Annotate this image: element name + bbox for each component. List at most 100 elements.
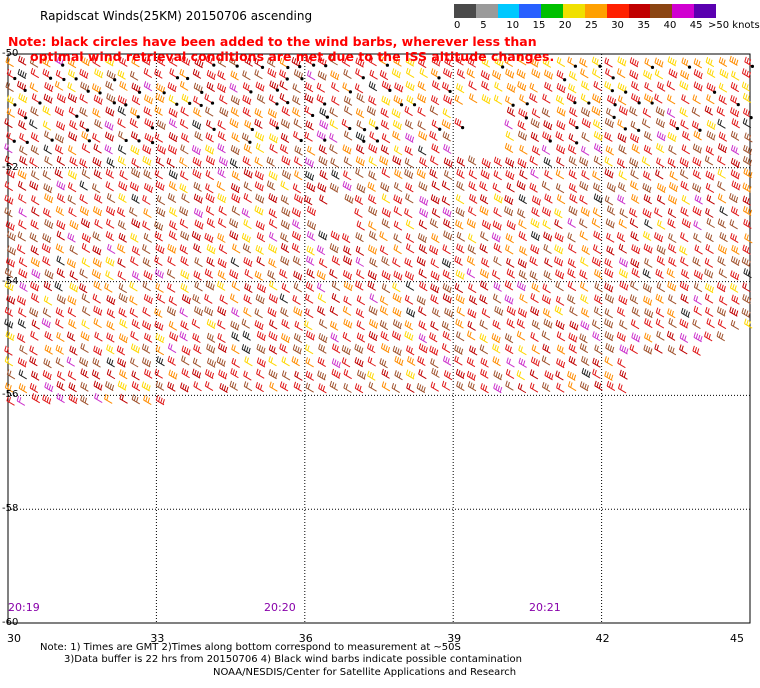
wind-barb (43, 308, 51, 318)
wind-barb (192, 369, 200, 379)
wind-barb (592, 218, 600, 228)
wind-barb (382, 256, 390, 266)
wind-barb (468, 233, 476, 243)
wind-barb (482, 258, 490, 268)
wind-barb (218, 320, 226, 330)
legend-swatch (563, 4, 585, 18)
wind-barb (169, 108, 177, 118)
wind-barb (393, 120, 401, 130)
wind-barbs (5, 56, 754, 406)
wind-barb (682, 218, 690, 228)
wind-barb (644, 296, 652, 306)
wind-barb (205, 233, 213, 243)
wind-barb (119, 181, 127, 191)
wind-barb (318, 371, 326, 381)
wind-barb (82, 306, 90, 316)
wind-barb (107, 295, 115, 305)
wind-barb (456, 207, 464, 217)
wind-barb (369, 96, 377, 106)
wind-barb (569, 133, 578, 144)
wind-barb (5, 195, 13, 205)
wind-barb (444, 158, 452, 168)
wind-barb (45, 269, 53, 279)
wind-barb (545, 194, 553, 204)
wind-barb (105, 132, 113, 142)
wind-barb (694, 58, 702, 68)
wind-barb (307, 182, 315, 192)
wind-barb (92, 83, 101, 94)
wind-barb (555, 208, 563, 218)
wind-barb (719, 57, 727, 66)
wind-barb (420, 196, 428, 206)
legend-label: 0 (454, 20, 460, 31)
wind-barb (368, 281, 376, 291)
wind-barb (230, 83, 238, 93)
wind-barb (180, 119, 188, 129)
wind-barb (443, 283, 451, 293)
wind-barb (319, 145, 327, 155)
wind-barb (406, 68, 414, 78)
wind-barb (706, 171, 714, 181)
wind-barb (307, 146, 315, 156)
wind-barb (480, 269, 488, 279)
wind-barb (405, 146, 413, 156)
wind-barb (118, 381, 126, 391)
wind-barb (132, 271, 140, 281)
wind-barb (568, 233, 576, 243)
wind-barb (507, 306, 515, 316)
latitude-label: -50 (2, 48, 18, 59)
wind-barb (30, 307, 38, 317)
wind-barb (295, 321, 303, 331)
wind-barb (318, 293, 326, 303)
wind-barb (618, 182, 626, 192)
wind-barb (80, 357, 88, 367)
wind-barb (568, 218, 576, 228)
wind-barb (17, 244, 25, 254)
wind-barb (407, 356, 415, 366)
wind-barb (631, 258, 639, 268)
wind-barb (480, 344, 488, 354)
wind-barb (681, 120, 689, 130)
wind-barb (257, 232, 265, 242)
wind-barb (131, 233, 139, 243)
wind-barb (332, 293, 340, 303)
wind-barb (607, 206, 615, 216)
wind-barb (156, 181, 164, 191)
wind-barb (380, 245, 388, 255)
wind-barb (618, 195, 626, 205)
wind-barb (555, 306, 563, 316)
wind-barb (619, 106, 627, 116)
wind-barb (617, 307, 625, 317)
wind-barb (520, 294, 528, 304)
wind-barb (369, 156, 377, 166)
wind-barb (456, 319, 464, 329)
wind-barb (230, 218, 238, 228)
wind-barb (69, 207, 77, 217)
wind-barb (143, 307, 151, 317)
wind-barb (355, 383, 363, 393)
wind-barb (344, 157, 352, 167)
wind-barb (682, 94, 690, 104)
wind-barb (106, 231, 114, 241)
wind-barb (56, 206, 64, 216)
wind-barb (481, 383, 489, 393)
wind-barb (742, 308, 750, 318)
wind-barb (568, 57, 577, 68)
wind-barb (442, 196, 450, 206)
wind-barb (630, 344, 638, 354)
wind-barb (556, 371, 564, 381)
wind-barb (18, 358, 26, 368)
wind-barb (644, 244, 652, 254)
wind-barb (293, 183, 301, 193)
wind-barb (443, 68, 451, 78)
wind-barb (219, 157, 227, 167)
wind-barb (68, 69, 77, 80)
wind-barb (145, 133, 154, 144)
wind-barb (43, 233, 51, 243)
wind-barb (5, 307, 13, 317)
wind-barb (367, 106, 375, 116)
wind-barb (631, 93, 640, 104)
wind-barb (618, 119, 627, 130)
wind-barb (156, 283, 164, 293)
wind-barb (45, 219, 53, 229)
